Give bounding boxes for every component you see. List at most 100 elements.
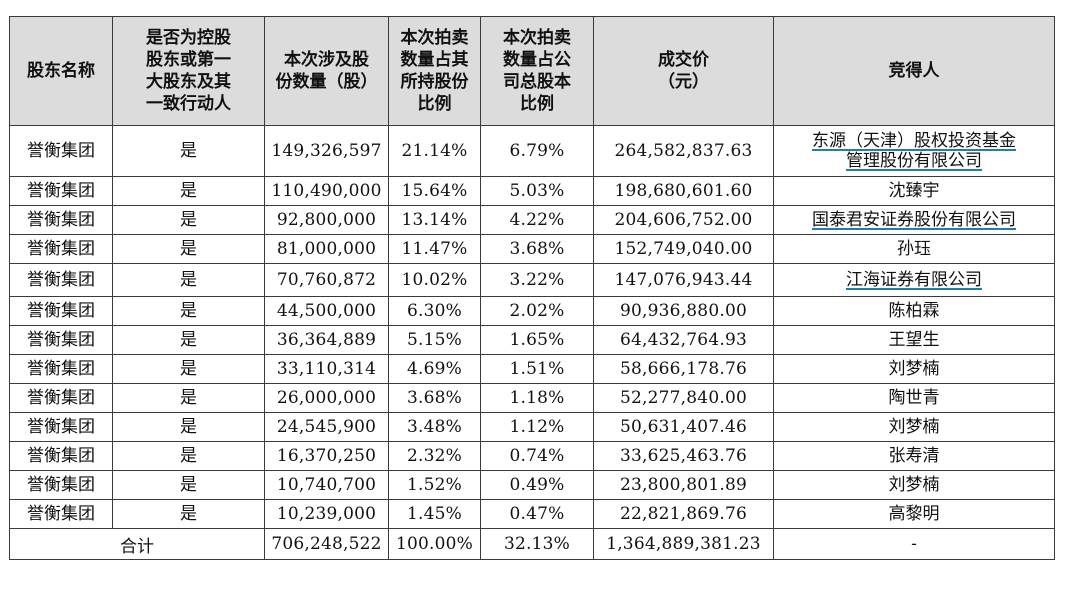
cell-shares: 10,239,000	[264, 499, 389, 529]
cell-pct-total: 3.22%	[480, 263, 594, 297]
cell-price: 152,749,040.00	[593, 234, 774, 264]
header-price-line: （元）	[658, 72, 709, 92]
table-row: 誉衡集团 是 81,000,000 11.47% 3.68% 152,749,0…	[9, 234, 1055, 264]
cell-pct-total: 3.68%	[480, 234, 594, 264]
cell-pct-total: 1.51%	[480, 354, 594, 384]
header-pct-held-line: 比例	[417, 94, 452, 114]
header-controlling: 是否为控股 股东或第一 大股东及其 一致行动人	[112, 16, 265, 126]
cell-price: 264,582,837.63	[593, 125, 774, 177]
cell-shareholder: 誉衡集团	[9, 354, 113, 384]
header-controlling-line: 股东或第一	[146, 50, 231, 70]
winner-link[interactable]: 江海证券有限公司	[846, 270, 982, 290]
cell-pct-held: 10.02%	[388, 263, 481, 297]
cell-price: 64,432,764.93	[593, 325, 774, 355]
cell-pct-total: 6.79%	[480, 125, 594, 177]
cell-pct-total: 5.03%	[480, 176, 594, 206]
cell-shares: 81,000,000	[264, 234, 389, 264]
cell-shareholder: 誉衡集团	[9, 325, 113, 355]
table-row: 誉衡集团 是 33,110,314 4.69% 1.51% 58,666,178…	[9, 354, 1055, 384]
cell-pct-held: 6.30%	[388, 296, 481, 326]
cell-pct-total: 0.47%	[480, 499, 594, 529]
total-pct-held: 100.00%	[388, 528, 481, 560]
cell-shareholder: 誉衡集团	[9, 470, 113, 500]
cell-winner: 江海证券有限公司	[773, 263, 1055, 297]
header-pct-held-line: 本次拍卖	[400, 28, 469, 48]
total-label: 合计	[9, 528, 265, 560]
cell-winner: 沈臻宇	[773, 176, 1055, 206]
table-row: 誉衡集团 是 24,545,900 3.48% 1.12% 50,631,407…	[9, 412, 1055, 442]
header-controlling-line: 是否为控股	[146, 28, 231, 48]
winner-link[interactable]: 东源（天津）股权投资基金	[812, 131, 1016, 151]
cell-pct-held: 5.15%	[388, 325, 481, 355]
cell-pct-total: 4.22%	[480, 205, 594, 235]
total-price: 1,364,889,381.23	[593, 528, 774, 560]
header-row: 股东名称 是否为控股 股东或第一 大股东及其 一致行动人 本次涉及股 份数量（股…	[9, 16, 1055, 126]
cell-controlling: 是	[112, 125, 265, 177]
table-row: 誉衡集团 是 92,800,000 13.14% 4.22% 204,606,7…	[9, 205, 1055, 235]
cell-shareholder: 誉衡集团	[9, 176, 113, 206]
cell-winner: 陈柏霖	[773, 296, 1055, 326]
winner-link[interactable]: 国泰君安证券股份有限公司	[812, 210, 1016, 230]
winner-link[interactable]: 管理股份有限公司	[846, 151, 982, 171]
header-shareholder: 股东名称	[9, 16, 113, 126]
cell-shares: 149,326,597	[264, 125, 389, 177]
cell-shareholder: 誉衡集团	[9, 383, 113, 413]
header-shares-line: 份数量（股）	[275, 72, 378, 92]
cell-controlling: 是	[112, 205, 265, 235]
total-shares: 706,248,522	[264, 528, 389, 560]
cell-controlling: 是	[112, 412, 265, 442]
cell-winner: 东源（天津）股权投资基金 管理股份有限公司	[773, 125, 1055, 177]
cell-controlling: 是	[112, 176, 265, 206]
total-row: 合计 706,248,522 100.00% 32.13% 1,364,889,…	[9, 528, 1055, 560]
cell-winner: 张寿清	[773, 441, 1055, 471]
cell-winner: 王望生	[773, 325, 1055, 355]
cell-price: 147,076,943.44	[593, 263, 774, 297]
cell-pct-total: 1.12%	[480, 412, 594, 442]
table-row: 誉衡集团 是 70,760,872 10.02% 3.22% 147,076,9…	[9, 263, 1055, 297]
cell-controlling: 是	[112, 263, 265, 297]
header-price: 成交价 （元）	[593, 16, 774, 126]
cell-shares: 16,370,250	[264, 441, 389, 471]
cell-shares: 10,740,700	[264, 470, 389, 500]
cell-winner: 陶世青	[773, 383, 1055, 413]
cell-pct-held: 11.47%	[388, 234, 481, 264]
cell-controlling: 是	[112, 354, 265, 384]
cell-pct-held: 4.69%	[388, 354, 481, 384]
cell-pct-held: 3.68%	[388, 383, 481, 413]
cell-price: 52,277,840.00	[593, 383, 774, 413]
cell-pct-total: 1.18%	[480, 383, 594, 413]
cell-pct-total: 0.49%	[480, 470, 594, 500]
cell-controlling: 是	[112, 383, 265, 413]
table-row: 誉衡集团 是 26,000,000 3.68% 1.18% 52,277,840…	[9, 383, 1055, 413]
table-row: 誉衡集团 是 110,490,000 15.64% 5.03% 198,680,…	[9, 176, 1055, 206]
cell-winner: 国泰君安证券股份有限公司	[773, 205, 1055, 235]
cell-shareholder: 誉衡集团	[9, 499, 113, 529]
cell-pct-total: 0.74%	[480, 441, 594, 471]
cell-shares: 24,545,900	[264, 412, 389, 442]
cell-pct-held: 1.52%	[388, 470, 481, 500]
header-winner: 竞得人	[773, 16, 1055, 126]
table-row: 誉衡集团 是 16,370,250 2.32% 0.74% 33,625,463…	[9, 441, 1055, 471]
cell-price: 50,631,407.46	[593, 412, 774, 442]
header-pct-total: 本次拍卖 数量占公 司总股本 比例	[480, 16, 594, 126]
cell-price: 33,625,463.76	[593, 441, 774, 471]
cell-shareholder: 誉衡集团	[9, 205, 113, 235]
table-row: 誉衡集团 是 44,500,000 6.30% 2.02% 90,936,880…	[9, 296, 1055, 326]
cell-price: 23,800,801.89	[593, 470, 774, 500]
total-pct-total: 32.13%	[480, 528, 594, 560]
cell-price: 22,821,869.76	[593, 499, 774, 529]
header-pct-total-line: 比例	[520, 94, 554, 114]
header-controlling-line: 一致行动人	[146, 94, 231, 114]
cell-shares: 36,364,889	[264, 325, 389, 355]
cell-price: 198,680,601.60	[593, 176, 774, 206]
total-winner: -	[773, 528, 1055, 560]
cell-shareholder: 誉衡集团	[9, 412, 113, 442]
cell-controlling: 是	[112, 499, 265, 529]
cell-shareholder: 誉衡集团	[9, 263, 113, 297]
cell-shareholder: 誉衡集团	[9, 125, 113, 177]
cell-winner: 孙珏	[773, 234, 1055, 264]
cell-winner: 刘梦楠	[773, 354, 1055, 384]
cell-pct-total: 1.65%	[480, 325, 594, 355]
cell-pct-held: 1.45%	[388, 499, 481, 529]
cell-pct-total: 2.02%	[480, 296, 594, 326]
